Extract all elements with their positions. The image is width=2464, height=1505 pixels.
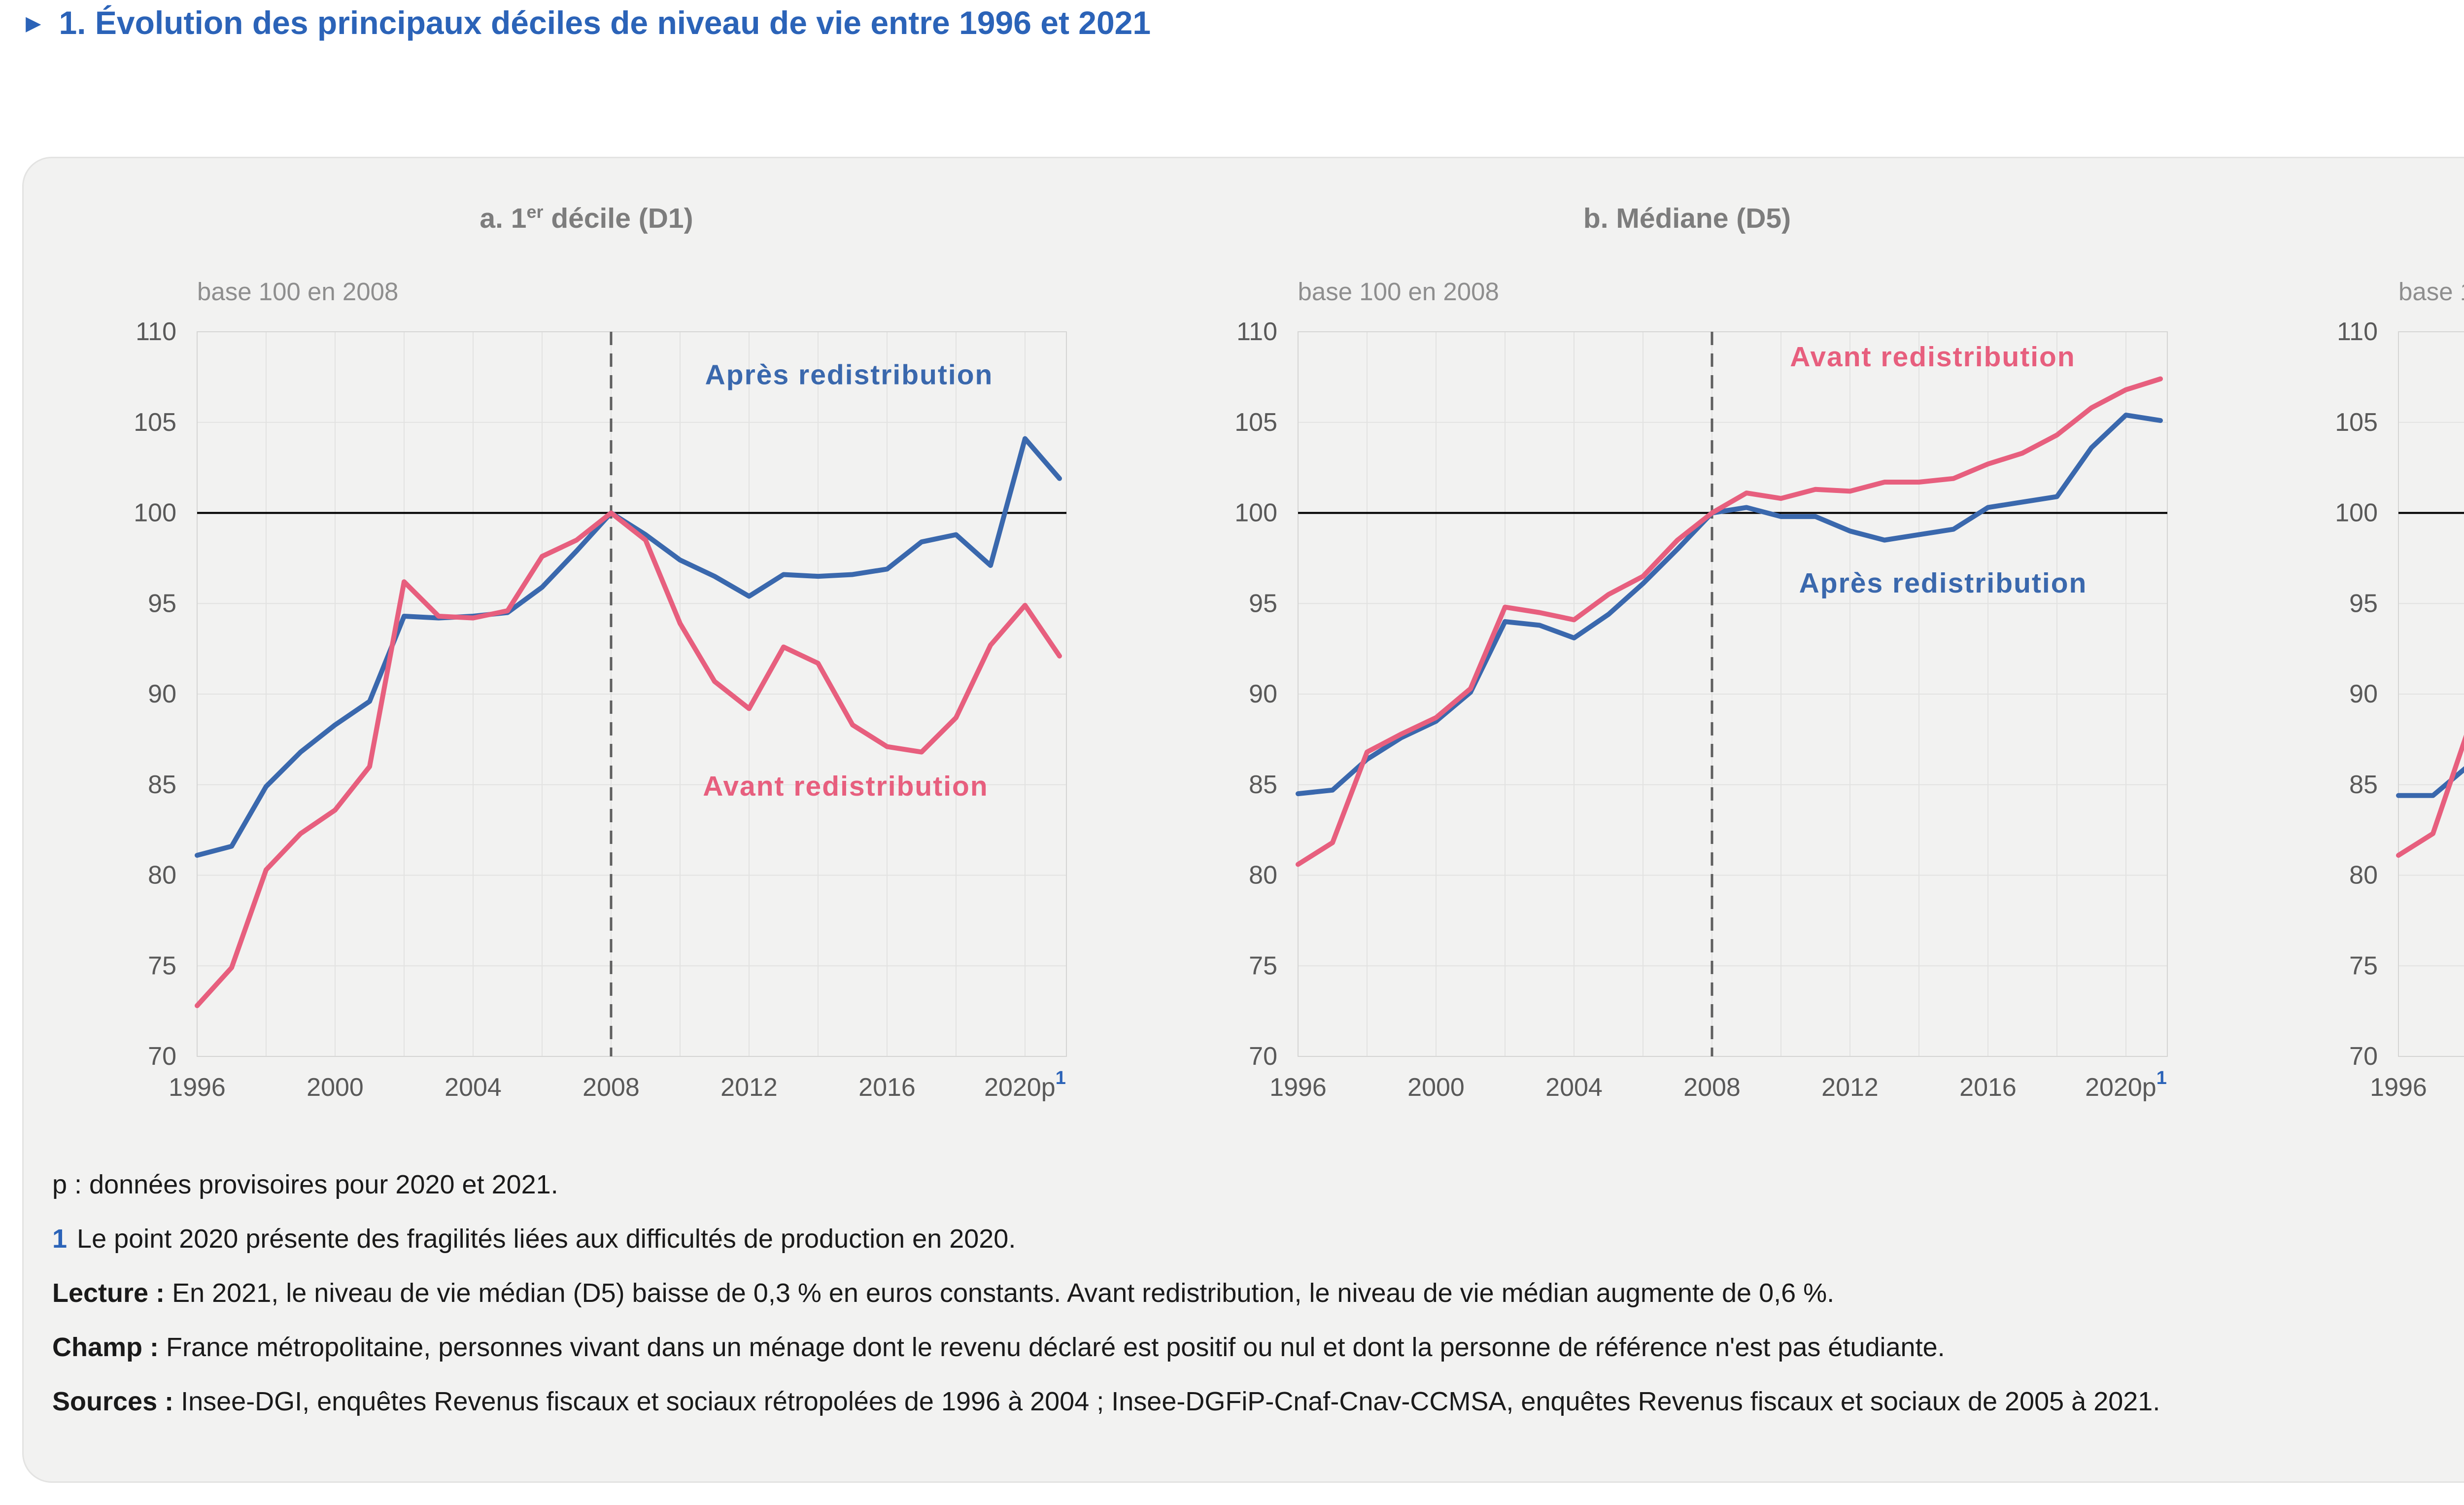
plot-border [2398, 331, 2464, 1057]
y-tick-label: 95 [1249, 589, 1277, 618]
footnote-sources-text: Insee-DGI, enquêtes Revenus fiscaux et s… [173, 1387, 2160, 1416]
y-tick-label: 100 [1234, 499, 1277, 527]
y-tick-label: 105 [2335, 408, 2378, 437]
y-tick-label: 90 [148, 680, 176, 708]
x-tick-label: 2004 [445, 1073, 502, 1102]
footnote-champ-label: Champ : [52, 1332, 159, 1362]
series-line-avant [1295, 376, 2163, 867]
series-line-avant [2396, 735, 2464, 858]
panel-d5: b. Médiane (D5) base 100 en 2008 110 105 1… [1155, 202, 2220, 1130]
y-tick-label: 95 [148, 589, 176, 618]
panel-d1: a. 1er décile (D1) base 100 en 2008 110 1… [54, 202, 1119, 1130]
y-tick-label: 75 [2349, 951, 2378, 980]
y-tick-label: 110 [136, 317, 176, 346]
panel-d5-title: b. Médiane (D5) [1155, 202, 2220, 235]
figure-title-text: 1. Évolution des principaux déciles de n… [59, 4, 1151, 41]
x-tick-label: 2020p1 [2085, 1068, 2167, 1102]
y-tick-label: 95 [2349, 589, 2378, 618]
x-tick-label: 2000 [307, 1073, 364, 1102]
panel-d1-unit-label: base 100 en 2008 [197, 278, 399, 306]
panel-d5-unit-label: base 100 en 2008 [1298, 278, 1499, 306]
y-tick-label: 105 [134, 408, 176, 437]
panel-d1-title-sup: er [526, 202, 544, 222]
y-tick-label: 75 [148, 951, 176, 980]
x-tick-label: 1996 [1269, 1073, 1327, 1102]
y-tick-label: 100 [2335, 499, 2378, 527]
series-label: Avant redistribution [1790, 341, 2075, 373]
panels-row: a. 1er décile (D1) base 100 en 2008 110 1… [24, 158, 2464, 1130]
footnote-lecture-label: Lecture : [52, 1278, 165, 1308]
y-tick-label: 90 [1249, 680, 1277, 708]
footnote-champ: Champ : France métropolitaine, personnes… [52, 1320, 2464, 1374]
y-tick-label: 80 [1249, 861, 1277, 890]
series-label: Après redistribution [1799, 567, 2087, 599]
y-tick-label: 80 [2349, 861, 2378, 890]
series-line-avant [195, 510, 1062, 1009]
footnote-1-text: Le point 2020 présente des fragilités li… [77, 1224, 1016, 1254]
footnotes: p : données provisoires pour 2020 et 202… [52, 1157, 2464, 1429]
footnote-lecture-text: En 2021, le niveau de vie médian (D5) ba… [165, 1278, 1835, 1308]
chart-d5: 110 105 100 95 90 85 80 75 70 Avant redistributio… [1234, 317, 2168, 1102]
y-tick-label: 85 [2349, 770, 2378, 799]
panel-d1-title-rest: décile (D1) [543, 203, 693, 234]
x-tick-label: 2008 [1683, 1073, 1741, 1102]
y-tick-label: 100 [134, 499, 176, 527]
footnote-provisional-text: p : données provisoires pour 2020 et 202… [52, 1170, 558, 1199]
y-tick-label: 110 [2337, 317, 2378, 346]
series-line-apres [2396, 766, 2464, 798]
plot-border [1297, 331, 2168, 1057]
panel-d9: c. 9e décile (D9) base 100 en 2008 110 10… [2256, 202, 2464, 1130]
footnote-lecture: Lecture : En 2021, le niveau de vie médi… [52, 1266, 2464, 1320]
y-tick-label: 105 [1234, 408, 1277, 437]
panel-d9-title: c. 9e décile (D9) [2256, 202, 2464, 235]
y-tick-label: 85 [148, 770, 176, 799]
y-tick-label: 70 [148, 1042, 176, 1071]
x-tick-label: 2004 [1545, 1073, 1603, 1102]
x-tick-label: 2016 [1959, 1073, 2017, 1102]
plot-border [197, 331, 1067, 1057]
series-label: Après redistribution [705, 359, 993, 391]
footnote-sources-label: Sources : [52, 1387, 174, 1416]
x-tick-label: 2012 [1821, 1073, 1879, 1102]
y-tick-label: 70 [1249, 1042, 1277, 1071]
x-tick-label: 2020p1 [984, 1068, 1066, 1102]
footnote-1-marker: 1 [52, 1224, 68, 1254]
y-tick-label: 75 [1249, 951, 1277, 980]
triangle-bullet-icon: ► [21, 9, 46, 38]
footnote-provisional: p : données provisoires pour 2020 et 202… [52, 1157, 2464, 1212]
y-tick-label: 70 [2349, 1042, 2378, 1071]
x-tick-label: 2016 [858, 1073, 916, 1102]
panel-d5-title-text: b. Médiane (D5) [1583, 203, 1791, 234]
x-tick-label: 2012 [720, 1073, 778, 1102]
series-label: Avant redistribution [703, 770, 988, 802]
x-tick-label: 2008 [582, 1073, 640, 1102]
x-tick-label: 1996 [2370, 1073, 2427, 1102]
panel-d1-title-text: a. 1 [479, 203, 527, 234]
footnote-1: 1 Le point 2020 présente des fragilités l… [52, 1212, 2464, 1266]
panel-d9-unit-label: base 100 en 2008 [2398, 278, 2464, 306]
chart-d1: 110 105 100 95 90 85 80 75 70 Après redistributio… [134, 317, 1067, 1102]
y-tick-label: 85 [1249, 770, 1277, 799]
x-tick-label: 1996 [169, 1073, 226, 1102]
y-tick-label: 110 [1236, 317, 1277, 346]
figure-title: ► 1. Évolution des principaux déciles de… [21, 4, 1151, 41]
y-tick-label: 90 [2349, 680, 2378, 708]
footnote-sources: Sources : Insee-DGI, enquêtes Revenus fi… [52, 1374, 2464, 1429]
x-tick-label: 2000 [1407, 1073, 1465, 1102]
chart-card: a. 1er décile (D1) base 100 en 2008 110 1… [22, 157, 2464, 1483]
y-tick-label: 80 [148, 861, 176, 890]
footnote-champ-text: France métropolitaine, personnes vivant … [159, 1332, 1945, 1362]
series-line-apres [1295, 413, 2163, 797]
panel-d1-title: a. 1er décile (D1) [54, 202, 1119, 235]
